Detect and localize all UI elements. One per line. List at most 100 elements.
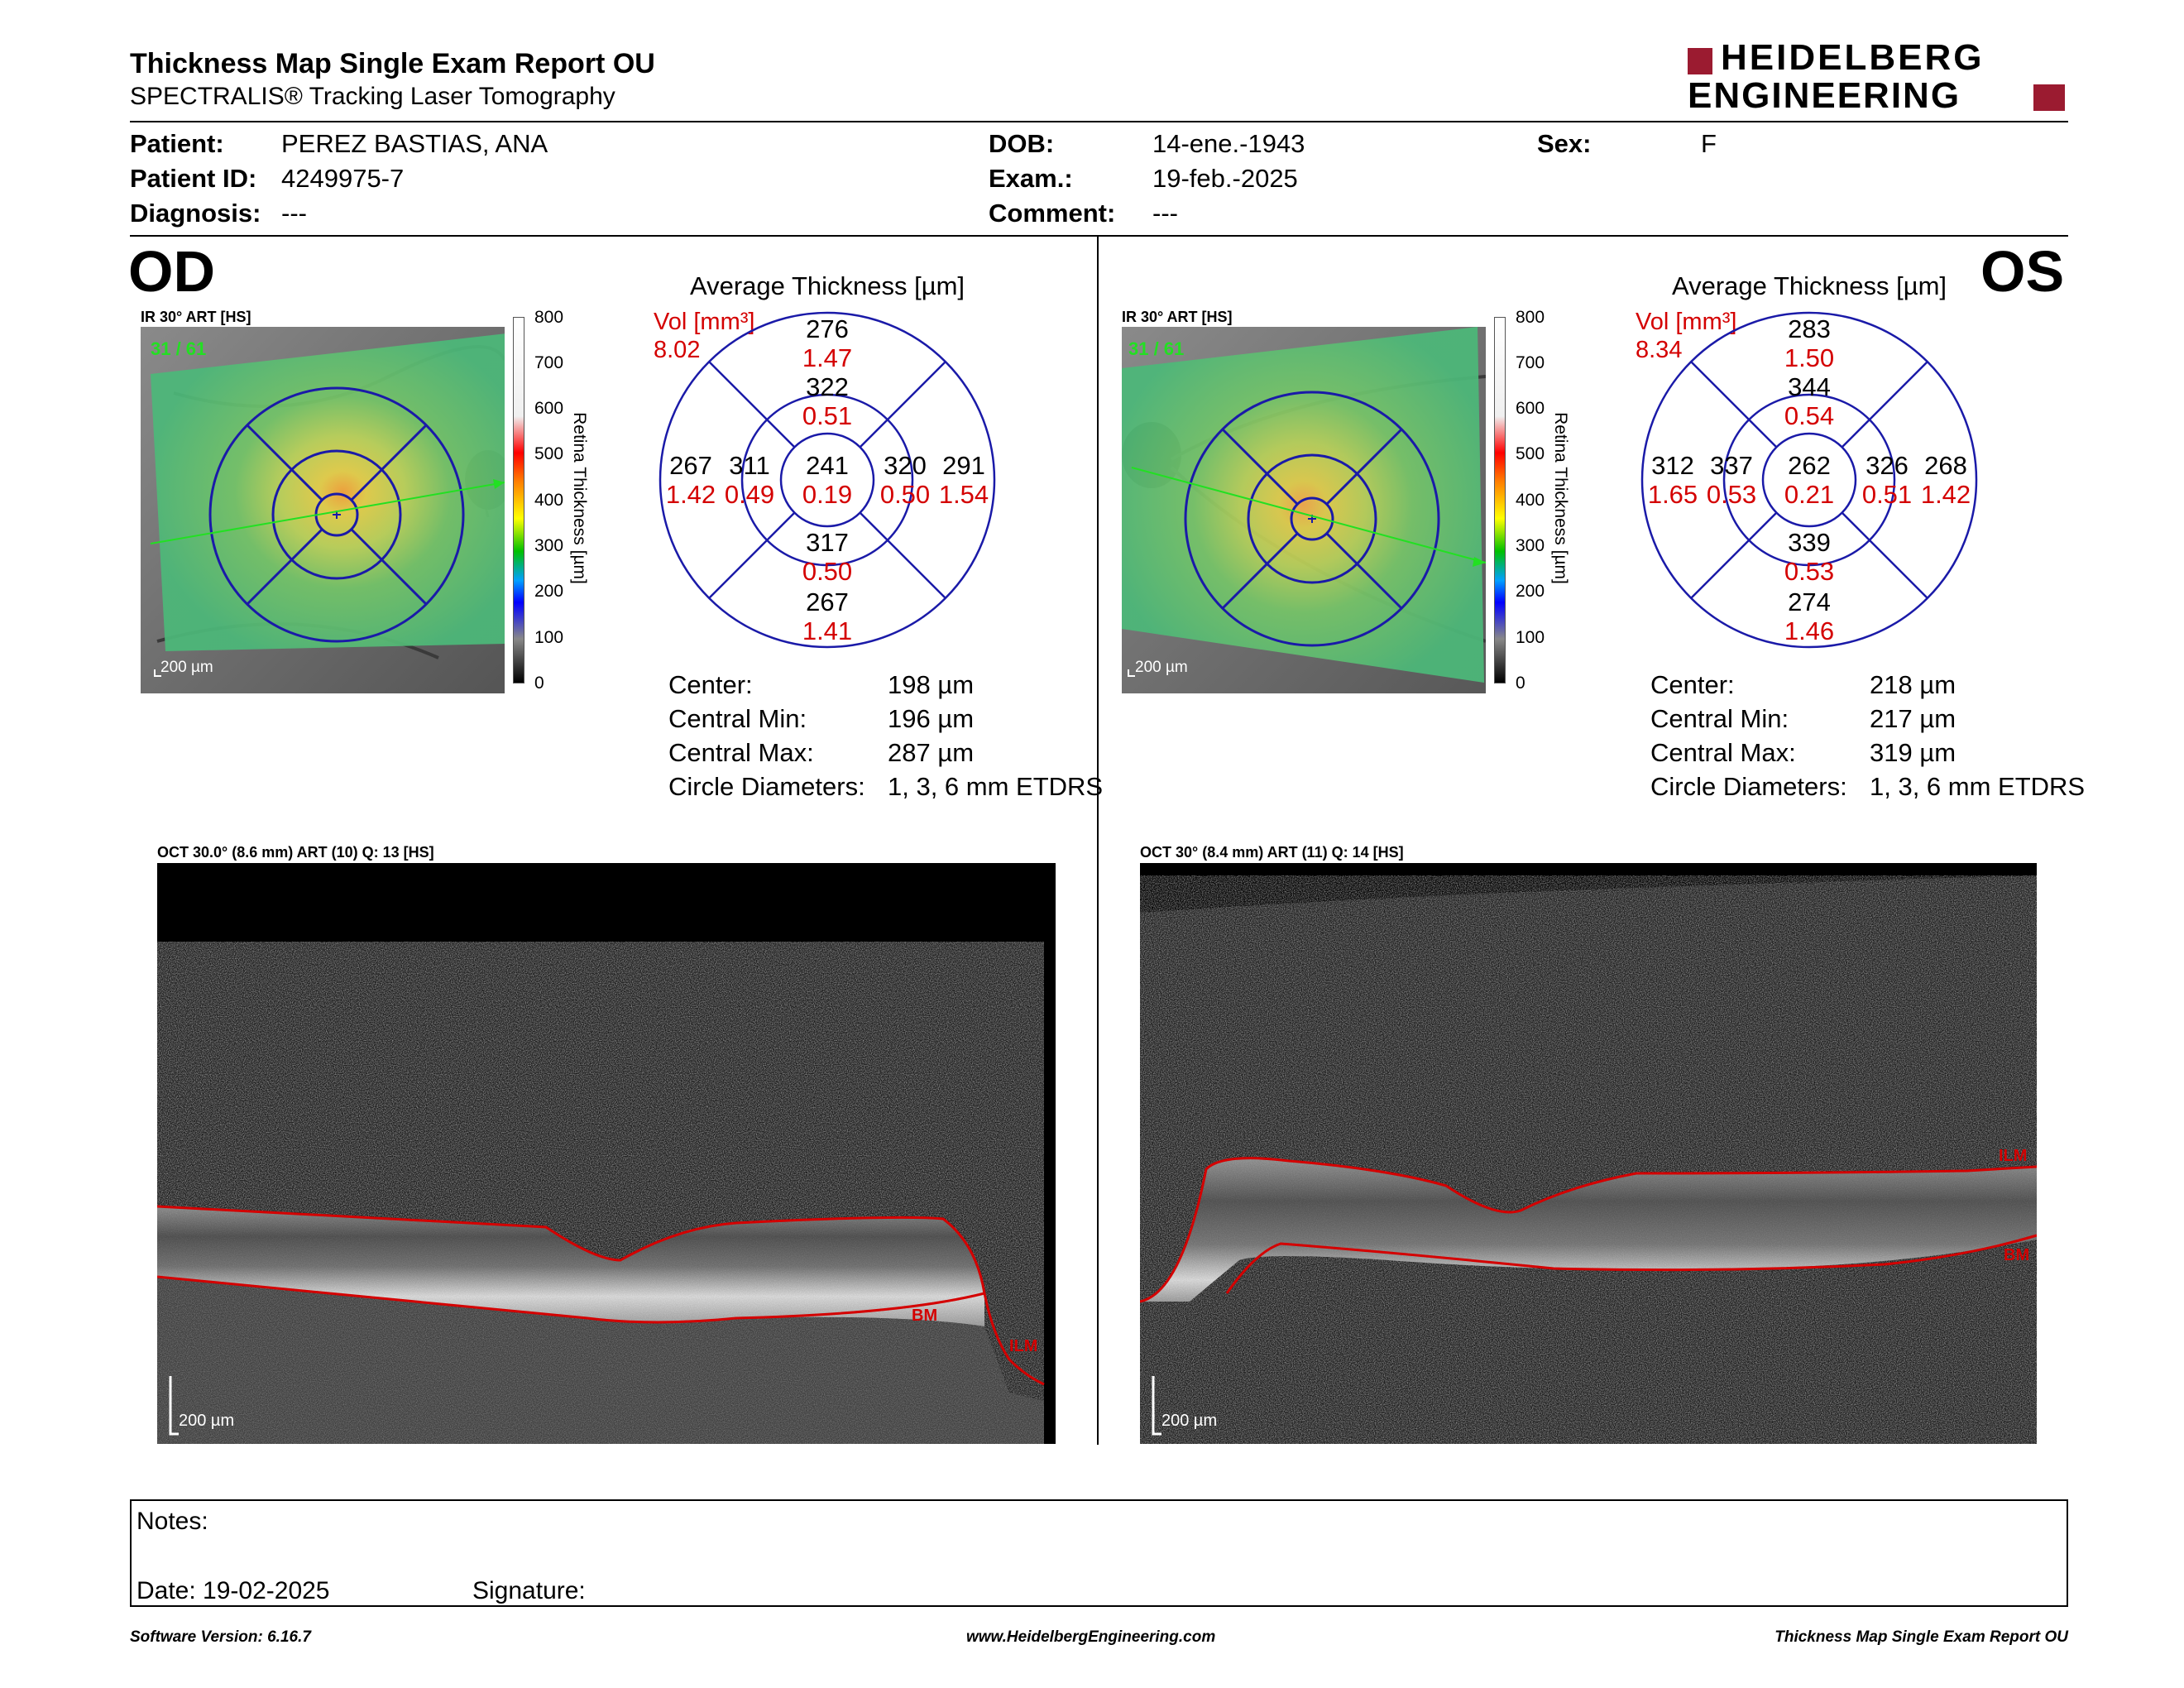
exam-label: Exam.: [989, 164, 1073, 193]
os-vol-label: Vol [mm³] [1636, 309, 1737, 335]
os-scale-tick: 700 [1516, 353, 1545, 372]
patient-id: 4249975-7 [281, 164, 405, 193]
os-outer-inf-thickness: 274 [1788, 587, 1831, 616]
os-etdrs-grid [1640, 310, 1979, 650]
diagnosis-label: Diagnosis: [130, 199, 261, 228]
os-ilm-label: ILM [1999, 1147, 2027, 1165]
od-thickness-map: 31 / 61 200 µm [141, 327, 511, 693]
od-outer-right-thickness: 291 [942, 451, 985, 480]
od-scale-tick: 500 [534, 444, 564, 463]
od-vol-value: 8.02 [654, 337, 701, 363]
notes-label: Notes: [136, 1508, 208, 1535]
os-inner-sup-volume: 0.54 [1784, 401, 1835, 430]
footer-report-name: Thickness Map Single Exam Report OU [1774, 1628, 2068, 1646]
eye-label-os: OS [1980, 239, 2065, 304]
od-color-scale [513, 317, 524, 683]
software-version: Software Version: 6.16.7 [130, 1628, 311, 1646]
os-thickness-map: 31 / 61 200 µm [1122, 327, 1487, 693]
os-inner-left-volume: 0.53 [1706, 480, 1757, 509]
os-scale-label: Retina Thickness [µm] [1551, 412, 1570, 584]
comment-value: --- [1152, 199, 1178, 228]
od-central-max-value: 287 µm [888, 738, 975, 767]
od-ilm-label: ILM [1009, 1337, 1037, 1355]
od-inner-sup-thickness: 322 [806, 372, 849, 401]
od-scale-tick: 600 [534, 399, 564, 418]
od-scale-tick: 0 [534, 674, 544, 693]
os-central-min-value: 217 µm [1870, 704, 1956, 733]
brand-line-2: ENGINEERING [1688, 75, 1961, 116]
patient-id-label: Patient ID: [130, 164, 257, 193]
os-inner-right-volume: 0.51 [1861, 480, 1913, 509]
notes-date: Date: 19-02-2025 [136, 1577, 330, 1604]
notes-box[interactable]: Notes: Date: 19-02-2025 Signature: [130, 1499, 2068, 1607]
od-etdrs-grid [658, 310, 997, 650]
os-color-scale [1494, 317, 1506, 683]
sex-label: Sex: [1537, 129, 1592, 158]
os-outer-right-volume: 1.42 [1920, 480, 1971, 509]
od-inner-sup-volume: 0.51 [802, 401, 853, 430]
brand-line-1: HEIDELBERG [1721, 37, 1985, 78]
os-center-label: Center: [1650, 670, 1735, 699]
od-diam-label: Circle Diameters: [668, 772, 865, 801]
os-central-max-label: Central Max: [1650, 738, 1796, 767]
os-oct-scan: ILM BM 200 µm [1139, 863, 2038, 1444]
os-center-value: 218 µm [1870, 670, 1956, 699]
os-scale-tick: 800 [1516, 308, 1545, 327]
od-inner-inf-thickness: 317 [806, 528, 849, 557]
od-central-min-value: 196 µm [888, 704, 975, 733]
od-avg-title: Average Thickness [µm] [689, 271, 965, 300]
os-inner-sup-thickness: 344 [1788, 372, 1831, 401]
os-map-scale: 200 µm [1135, 659, 1188, 676]
od-center-volume: 0.19 [802, 480, 853, 509]
od-central-min-label: Central Min: [668, 704, 807, 733]
dob-value: 14-ene.-1943 [1152, 129, 1305, 158]
od-scale-tick: 700 [534, 353, 564, 372]
os-scale-tick: 500 [1516, 444, 1545, 463]
logo-square-right [2033, 84, 2065, 111]
od-scale-tick: 400 [534, 491, 564, 510]
os-scale-tick: 300 [1516, 536, 1545, 555]
os-bm-label: BM [2004, 1246, 2029, 1264]
os-scale-tick: 400 [1516, 491, 1545, 510]
od-map-scale: 200 µm [160, 659, 213, 676]
os-oct-scale: 200 µm [1161, 1412, 1217, 1430]
od-outer-sup-thickness: 276 [806, 314, 849, 343]
od-vol-label: Vol [mm³] [654, 309, 755, 335]
os-scale-tick: 0 [1516, 674, 1525, 693]
os-scale-tick: 200 [1516, 582, 1545, 601]
header-divider [130, 121, 2068, 122]
od-outer-left-thickness: 267 [669, 451, 712, 480]
patient-label: Patient: [130, 129, 224, 158]
od-scale-tick: 800 [534, 308, 564, 327]
od-ir-title: IR 30° ART [HS] [141, 309, 251, 325]
os-center-thickness: 262 [1788, 451, 1831, 480]
od-inner-right-thickness: 320 [884, 451, 927, 480]
os-outer-left-thickness: 312 [1651, 451, 1694, 480]
patient-name: PEREZ BASTIAS, ANA [281, 129, 548, 158]
os-inner-right-thickness: 326 [1866, 451, 1909, 480]
os-inner-inf-volume: 0.53 [1784, 557, 1835, 586]
od-oct-scale: 200 µm [179, 1412, 234, 1430]
os-outer-sup-thickness: 283 [1788, 314, 1831, 343]
diagnosis-value: --- [281, 199, 307, 228]
od-outer-left-volume: 1.42 [665, 480, 716, 509]
os-inner-inf-thickness: 339 [1788, 528, 1831, 557]
os-frame-counter: 31 / 61 [1128, 338, 1184, 359]
os-outer-sup-volume: 1.50 [1784, 343, 1835, 372]
od-bm-label: BM [912, 1307, 937, 1325]
report-title: Thickness Map Single Exam Report OU [130, 48, 655, 79]
patient-divider [130, 235, 2068, 237]
od-inner-left-volume: 0.49 [724, 480, 775, 509]
od-scale-label: Retina Thickness [µm] [570, 412, 589, 584]
od-scale-tick: 300 [534, 536, 564, 555]
report-subtitle: SPECTRALIS® Tracking Laser Tomography [130, 83, 615, 110]
os-oct-title: OCT 30° (8.4 mm) ART (11) Q: 14 [HS] [1140, 844, 1404, 861]
os-ir-title: IR 30° ART [HS] [1122, 309, 1233, 325]
logo-square-left [1688, 48, 1712, 74]
od-inner-inf-volume: 0.50 [802, 557, 853, 586]
od-outer-inf-thickness: 267 [806, 587, 849, 616]
os-outer-left-volume: 1.65 [1647, 480, 1698, 509]
os-diam-value: 1, 3, 6 mm ETDRS [1870, 772, 2086, 801]
os-outer-inf-volume: 1.46 [1784, 616, 1835, 645]
website-link[interactable]: www.HeidelbergEngineering.com [966, 1628, 1216, 1646]
